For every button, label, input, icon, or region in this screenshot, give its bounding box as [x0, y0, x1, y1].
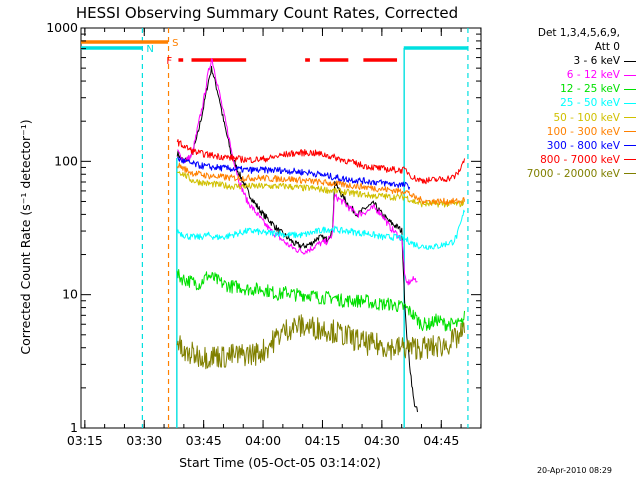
x-tick-label-4: 04:15: [304, 433, 340, 448]
legend-swatch: [624, 131, 636, 133]
series-line-0: [176, 65, 418, 413]
flag-f-label: F: [166, 56, 172, 67]
series-line-3: [176, 209, 465, 250]
legend-label: 300 - 800 keV: [546, 139, 620, 152]
flag-s-label: S: [172, 38, 178, 49]
y-tick-label-2: 100: [54, 153, 78, 168]
legend-swatch: [624, 145, 636, 147]
legend-entry-7: 800 - 7000 keV: [484, 153, 636, 167]
legend-swatch: [624, 173, 636, 175]
legend-label: 6 - 12 keV: [566, 69, 620, 82]
legend: Det 1,3,4,5,6,9, Att 0 3 - 6 keV 6 - 12 k…: [484, 26, 636, 181]
x-tick-label-2: 03:45: [186, 433, 222, 448]
legend-label: 7000 - 20000 keV: [526, 167, 620, 180]
legend-label: 12 - 25 keV: [560, 83, 620, 96]
legend-label: 800 - 7000 keV: [540, 153, 620, 166]
legend-header-line-2: Att 0: [594, 41, 620, 54]
legend-swatch: [624, 88, 636, 90]
legend-label: 25 - 50 keV: [560, 97, 620, 110]
y-tick-label-3: 1000: [46, 20, 78, 35]
series-line-7: [176, 139, 465, 185]
legend-swatch: [624, 103, 636, 105]
series-line-2: [176, 269, 465, 332]
y-axis-label: Corrected Count Rate (s⁻¹ detector⁻¹): [18, 119, 33, 354]
legend-entry-2: 12 - 25 keV: [484, 82, 636, 96]
legend-entry-8: 7000 - 20000 keV: [484, 167, 636, 181]
series-lines: [176, 58, 465, 413]
series-line-5: [176, 162, 465, 206]
legend-entry-6: 300 - 800 keV: [484, 139, 636, 153]
legend-label: 100 - 300 keV: [546, 125, 620, 138]
legend-swatch: [624, 74, 636, 76]
legend-entries: 3 - 6 keV 6 - 12 keV 12 - 25 keV 25 - 50 ke…: [484, 54, 636, 181]
legend-label: 50 - 100 keV: [553, 111, 620, 124]
legend-entry-0: 3 - 6 keV: [484, 54, 636, 68]
legend-swatch: [624, 60, 636, 62]
timestamp: 20-Apr-2010 08:29: [536, 466, 612, 475]
legend-swatch: [624, 117, 636, 119]
legend-label: 3 - 6 keV: [573, 55, 620, 68]
legend-swatch: [624, 159, 636, 161]
x-axis-label: Start Time (05-Oct-05 03:14:02): [179, 455, 381, 470]
axes: 03:15 03:30 03:45 04:00 04:15 04:30 04:45 1 10 10…: [46, 20, 482, 448]
legend-entry-5: 100 - 300 keV: [484, 125, 636, 139]
x-tick-label-0: 03:15: [67, 433, 103, 448]
plot-frame: [80, 27, 482, 429]
legend-header-line-1: Det 1,3,4,5,6,9,: [537, 27, 620, 39]
y-tick-label-1: 10: [62, 287, 78, 302]
x-tick-label-1: 03:30: [126, 433, 162, 448]
legend-entry-4: 50 - 100 keV: [484, 111, 636, 125]
plot-border: [80, 27, 482, 429]
series-line-4: [176, 171, 465, 208]
flag-n-label: N: [146, 44, 153, 55]
series-line-8: [176, 314, 465, 370]
x-tick-label-5: 04:30: [364, 433, 400, 448]
x-tick-label-6: 04:45: [423, 433, 459, 448]
legend-entry-3: 25 - 50 keV: [484, 96, 636, 110]
series-line-6: [177, 156, 411, 190]
legend-entry-1: 6 - 12 keV: [484, 68, 636, 82]
chart-title: HESSI Observing Summary Count Rates, Cor…: [76, 4, 458, 22]
flag-bars: S N F: [81, 28, 469, 428]
series-line-1: [177, 58, 418, 286]
x-tick-label-3: 04:00: [245, 433, 281, 448]
y-tick-label-0: 1: [70, 420, 78, 435]
